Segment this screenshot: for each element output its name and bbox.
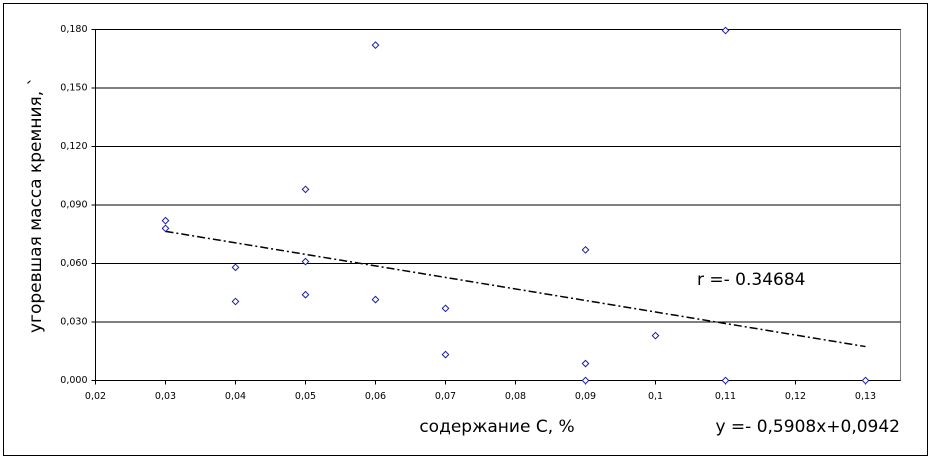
y-tick-label: 0,120 [60,141,87,152]
point [161,224,170,233]
x-tick-label: 0,08 [505,391,526,402]
x-tick-label: 0,12 [785,391,806,402]
x-tick-label: 0,07 [435,391,456,402]
point [371,295,380,304]
x-tick-label: 0,04 [225,391,246,402]
annotation: y =- 0,5908x+0,0942 [715,417,900,437]
point [231,297,240,306]
point [721,376,730,385]
point [721,26,730,35]
y-tick-label: 0,180 [60,24,87,35]
x-axis-label: содержание С, % [419,417,574,437]
point [231,263,240,272]
point [651,331,660,340]
x-tick-label: 0,02 [85,391,106,402]
x-tick-label: 0,06 [365,391,386,402]
x-tick-label: 0,11 [715,391,736,402]
y-tick-label: 0,090 [60,200,87,211]
point [441,304,450,313]
x-tick-label: 0,05 [295,391,316,402]
y-axis-label: угоревшая масса кремния, ` [26,77,46,333]
x-tick-label: 0,1 [648,391,663,402]
point [581,359,590,368]
point [161,216,170,225]
x-tick-label: 0,13 [855,391,876,402]
annotation: r =- 0.34684 [697,270,805,290]
chart-border [3,3,928,456]
point [371,41,380,50]
trendline [165,230,866,348]
y-tick-label: 0,000 [60,375,87,386]
point [581,245,590,254]
point [301,257,310,266]
point [441,350,450,359]
y-tick-label: 0,150 [60,83,87,94]
x-tick-label: 0,09 [575,391,596,402]
point [581,376,590,385]
point [301,185,310,194]
y-tick-label: 0,030 [60,317,87,328]
y-tick-label: 0,060 [60,258,87,269]
point [861,376,870,385]
x-tick-label: 0,03 [155,391,176,402]
point [301,290,310,299]
